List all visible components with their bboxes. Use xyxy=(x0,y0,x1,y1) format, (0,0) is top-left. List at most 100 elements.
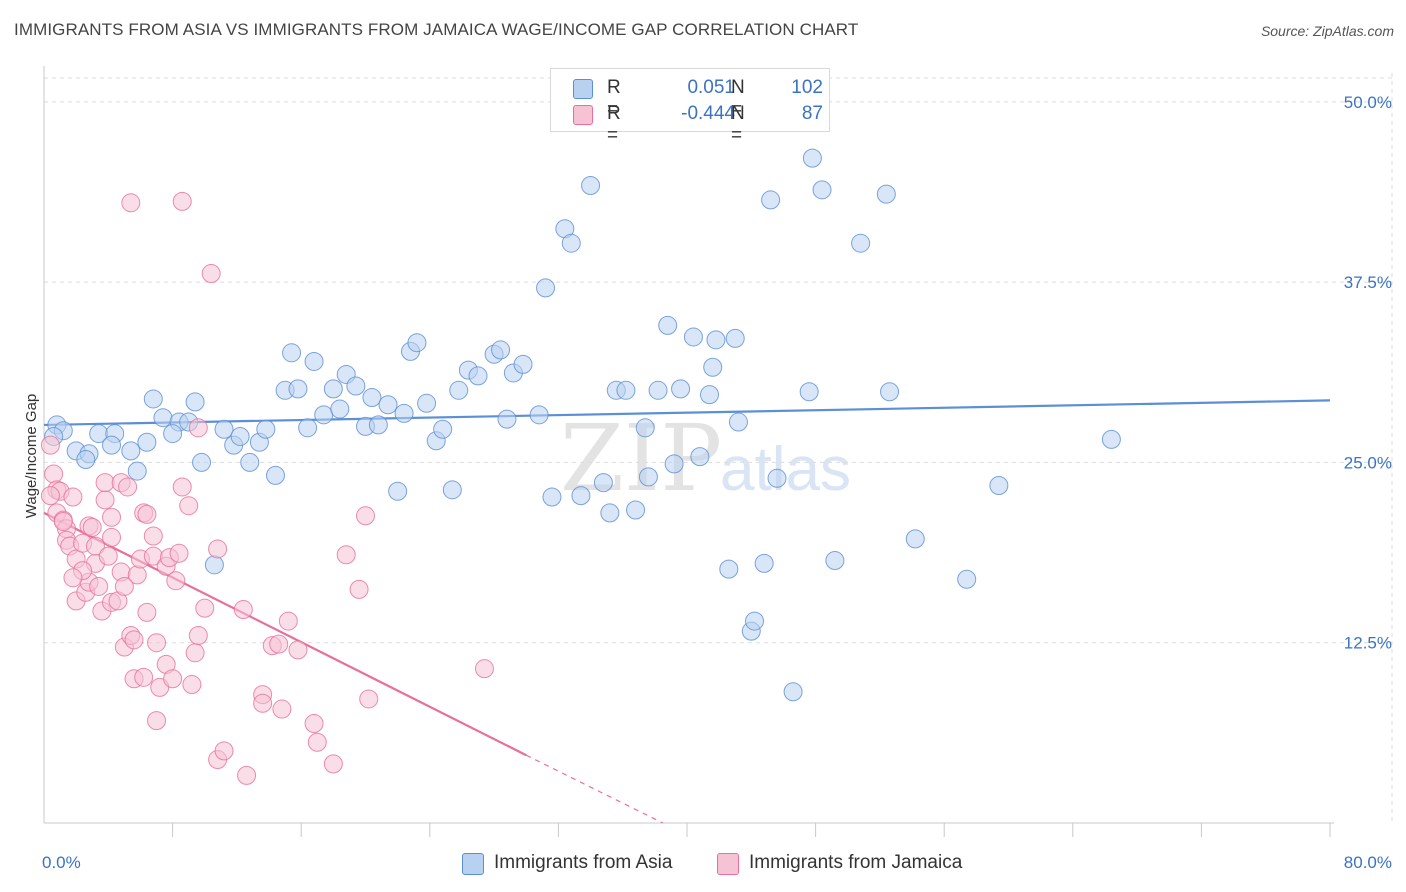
asia-point xyxy=(442,480,462,500)
axes: 12.5% 25.0% 37.5% 50.0% 0.0% 80.0% xyxy=(42,66,1392,872)
asia-point xyxy=(529,405,549,425)
asia-point xyxy=(265,465,285,485)
asia-point xyxy=(725,328,745,348)
asia-point xyxy=(378,395,398,415)
asia-point xyxy=(783,682,803,702)
jamaica-point xyxy=(288,640,308,660)
asia-point xyxy=(214,419,234,439)
trend-lines xyxy=(43,399,1331,824)
jamaica-point xyxy=(169,543,189,563)
asia-point xyxy=(468,366,488,386)
asia-point xyxy=(368,415,388,435)
jamaica-point xyxy=(114,576,134,596)
jamaica-point xyxy=(474,659,494,679)
jamaica-point xyxy=(179,496,199,516)
y-axis-title: Wage/Income Gap xyxy=(23,394,40,519)
jamaica-point xyxy=(356,506,375,526)
jamaica-point xyxy=(82,517,102,537)
jamaica-point xyxy=(166,571,186,591)
jamaica-point xyxy=(63,487,83,507)
asia-point xyxy=(616,380,636,400)
jamaica-point xyxy=(163,669,183,689)
asia-point xyxy=(137,432,157,452)
asia-point xyxy=(745,611,765,631)
asia-point xyxy=(600,503,620,523)
asia-point xyxy=(102,435,122,455)
asia-point xyxy=(76,450,96,470)
asia-swatch xyxy=(573,79,593,99)
asia-point xyxy=(121,441,141,461)
jamaica-point xyxy=(201,263,221,283)
asia-legend-label: Immigrants from Asia xyxy=(494,852,673,873)
jamaica-point xyxy=(53,512,73,532)
asia-point xyxy=(513,354,533,374)
y-tick-label: 37.5% xyxy=(1344,273,1392,292)
asia-point xyxy=(683,327,703,347)
r-value: 0.051 xyxy=(687,77,735,98)
asia-point xyxy=(561,233,581,253)
watermark-atlas: atlas xyxy=(720,435,851,504)
jamaica-trend-extension xyxy=(525,754,664,824)
r-value: -0.444 xyxy=(681,103,735,124)
asia-point xyxy=(876,184,896,204)
asia-point xyxy=(957,569,977,589)
asia-point xyxy=(240,452,260,472)
jamaica-point xyxy=(137,504,157,524)
asia-point xyxy=(880,382,900,402)
asia-point xyxy=(989,476,1009,495)
jamaica-point xyxy=(237,765,257,785)
asia-point xyxy=(388,481,408,501)
jamaica-point xyxy=(124,630,144,650)
asia-point xyxy=(163,424,183,444)
asia-point xyxy=(648,380,668,400)
jamaica-point xyxy=(269,634,289,654)
jamaica-point xyxy=(134,667,154,687)
data-points xyxy=(40,148,1121,785)
jamaica-point xyxy=(304,713,324,733)
jamaica-point xyxy=(40,435,60,455)
asia-point xyxy=(256,419,276,439)
jamaica-point xyxy=(195,598,215,618)
asia-point xyxy=(706,330,726,350)
x-tick-label: 80.0% xyxy=(1344,853,1392,872)
asia-point xyxy=(626,500,646,520)
r-label: R = xyxy=(607,103,621,146)
asia-point xyxy=(638,467,658,487)
jamaica-legend-label: Immigrants from Jamaica xyxy=(749,852,963,873)
jamaica-point xyxy=(253,693,273,713)
asia-point xyxy=(1101,429,1121,449)
jamaica-point xyxy=(121,193,141,213)
jamaica-trend-line xyxy=(43,511,527,757)
jamaica-point xyxy=(214,741,234,761)
asia-point xyxy=(417,393,437,413)
asia-point xyxy=(143,389,163,409)
y-tick-label: 25.0% xyxy=(1344,453,1392,472)
jamaica-point xyxy=(85,536,105,556)
asia-point xyxy=(754,553,774,573)
jamaica-point xyxy=(272,699,292,719)
n-value: 87 xyxy=(801,103,823,124)
asia-point xyxy=(407,333,427,353)
jamaica-point xyxy=(102,507,122,527)
asia-point xyxy=(185,392,205,412)
asia-point xyxy=(323,379,343,399)
asia-point xyxy=(635,418,655,438)
jamaica-point xyxy=(63,568,83,588)
asia-point xyxy=(282,343,302,363)
asia-point xyxy=(192,452,212,472)
asia-point xyxy=(802,148,822,168)
asia-point xyxy=(346,376,366,396)
jamaica-swatch xyxy=(573,105,593,125)
asia-point xyxy=(664,454,684,474)
asia-point xyxy=(571,486,591,506)
asia-point xyxy=(542,487,562,507)
jamaica-point xyxy=(208,539,228,559)
asia-point xyxy=(491,340,511,360)
asia-point xyxy=(394,403,414,423)
asia-point xyxy=(304,351,324,371)
n-label: N = xyxy=(731,103,745,146)
jamaica-point xyxy=(143,526,163,546)
jamaica-point xyxy=(95,490,115,510)
chart-title: IMMIGRANTS FROM ASIA VS IMMIGRANTS FROM … xyxy=(14,20,859,39)
asia-legend-swatch xyxy=(462,853,484,875)
